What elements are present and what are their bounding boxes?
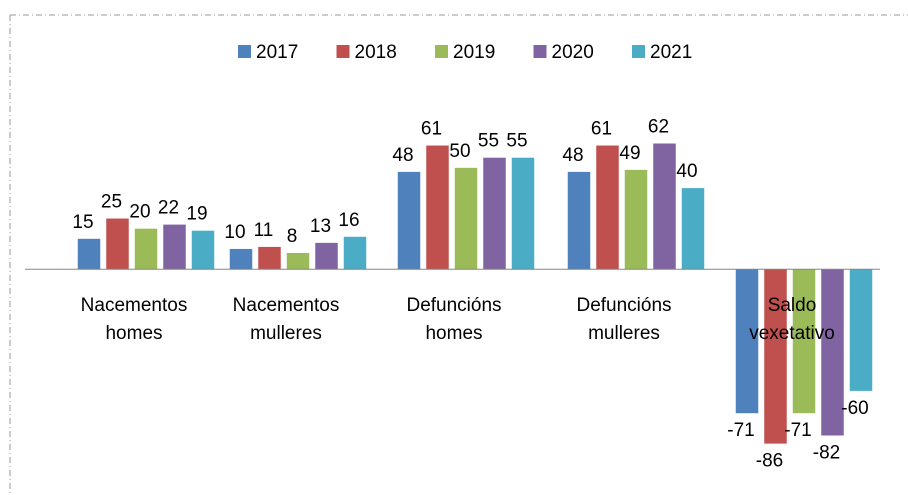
data-label: 20 xyxy=(129,202,150,223)
data-label: 49 xyxy=(619,143,640,164)
data-label: -60 xyxy=(841,398,868,419)
bar xyxy=(483,157,506,270)
data-label: 40 xyxy=(676,161,697,182)
bar xyxy=(397,171,421,270)
data-label: 13 xyxy=(310,216,331,237)
bar xyxy=(77,238,101,270)
data-label: -71 xyxy=(784,420,811,441)
data-label: 48 xyxy=(392,145,413,166)
x-tick-label: Saldo vexetativo xyxy=(749,295,835,344)
legend-swatch xyxy=(533,45,547,58)
bar xyxy=(286,253,310,270)
bar xyxy=(764,269,787,444)
data-label: 22 xyxy=(158,198,179,219)
bar xyxy=(163,224,186,270)
bar xyxy=(191,230,215,270)
data-label: 10 xyxy=(224,222,245,243)
bar xyxy=(596,145,619,270)
chart-border xyxy=(9,14,908,495)
legend-swatch xyxy=(336,45,350,58)
data-label: 55 xyxy=(506,131,527,152)
bar xyxy=(567,171,591,270)
bar xyxy=(735,269,759,414)
data-label: 11 xyxy=(254,220,274,241)
legend-swatch xyxy=(238,45,251,58)
bar xyxy=(792,269,816,414)
bar xyxy=(454,167,478,270)
legend-swatch xyxy=(632,45,645,58)
data-label: 25 xyxy=(101,192,122,213)
x-tick-label: Nacementos mulleres xyxy=(232,295,340,344)
bar xyxy=(681,188,705,270)
legend-label: 2021 xyxy=(650,42,692,63)
bar xyxy=(849,269,873,391)
data-label: -86 xyxy=(756,451,783,472)
data-label: 50 xyxy=(449,141,470,162)
bar xyxy=(343,236,367,270)
legend-label: 2020 xyxy=(552,42,594,63)
data-label: 61 xyxy=(591,119,612,140)
x-tick-label: Defuncións mulleres xyxy=(576,295,672,344)
bar xyxy=(511,157,535,270)
data-label: 19 xyxy=(186,204,207,225)
bar xyxy=(821,269,844,436)
x-tick-label: Nacementos homes xyxy=(80,295,188,344)
bar xyxy=(258,246,281,270)
data-label: 15 xyxy=(72,212,93,233)
data-label: 62 xyxy=(648,117,669,138)
data-label: -82 xyxy=(813,443,840,464)
data-label: 61 xyxy=(421,119,442,140)
bar xyxy=(134,228,158,270)
legend-label: 2018 xyxy=(355,42,397,63)
legend-label: 2019 xyxy=(453,42,495,63)
bar xyxy=(653,143,676,270)
bar xyxy=(106,218,129,270)
x-tick-label: Defuncións homes xyxy=(406,295,502,344)
legend-swatch xyxy=(435,45,448,58)
data-label: 8 xyxy=(287,226,298,247)
bar xyxy=(229,248,253,270)
bar xyxy=(426,145,449,270)
data-label: 16 xyxy=(338,210,359,231)
legend-label: 2017 xyxy=(256,42,298,63)
bar xyxy=(315,242,338,270)
data-label: 48 xyxy=(562,145,583,166)
data-label: -71 xyxy=(727,420,754,441)
bar xyxy=(624,169,648,270)
data-label: 55 xyxy=(478,131,499,152)
